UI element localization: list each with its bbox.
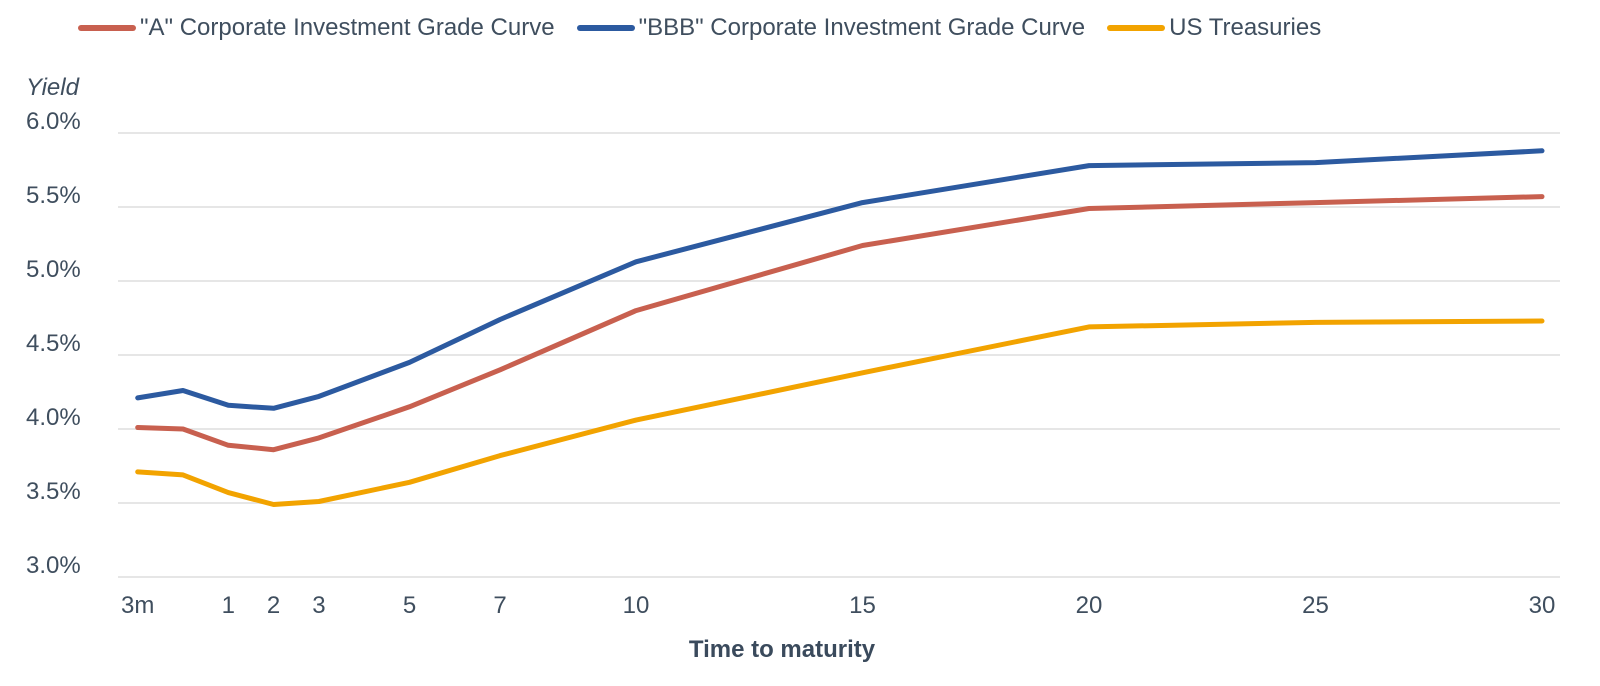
x-tick-label: 3 (312, 592, 325, 619)
legend-item-bbb-curve: "BBB" Corporate Investment Grade Curve (576, 14, 1086, 42)
legend-swatch-bbb (576, 25, 635, 31)
legend-label-a: "A" Corporate Investment Grade Curve (140, 14, 555, 41)
y-tick-label: 4.5% (26, 330, 81, 357)
x-tick-label: 25 (1302, 592, 1329, 619)
x-tick-label: 1 (222, 592, 235, 619)
x-axis-ticks: 3m 1 2 3 5 7 10 15 20 25 30 (121, 592, 1555, 619)
x-tick-label: 3m (121, 592, 154, 619)
x-tick-label: 5 (403, 592, 416, 619)
series-line-1 (135, 148, 1545, 411)
x-tick-label: 30 (1529, 592, 1556, 619)
y-tick-label: 3.5% (26, 478, 81, 505)
legend-item-a-curve: "A" Corporate Investment Grade Curve (78, 14, 555, 42)
y-axis-ticks: 3.0% 3.5% 4.0% 4.5% 5.0% 5.5% 6.0% (26, 108, 81, 579)
legend-swatch-a (78, 25, 136, 31)
x-tick-label: 15 (849, 592, 876, 619)
x-tick-label: 7 (493, 592, 506, 619)
series-lines (135, 148, 1545, 507)
legend: "A" Corporate Investment Grade Curve "BB… (78, 14, 1321, 42)
y-tick-label: 5.0% (26, 256, 81, 283)
x-tick-label: 20 (1076, 592, 1103, 619)
y-tick-label: 3.0% (26, 552, 81, 579)
y-tick-label: 6.0% (26, 108, 81, 135)
x-tick-label: 2 (267, 592, 280, 619)
y-tick-label: 5.5% (26, 182, 81, 209)
legend-label-bbb: "BBB" Corporate Investment Grade Curve (638, 14, 1086, 41)
y-tick-label: 4.0% (26, 404, 81, 431)
legend-label-treasuries: US Treasuries (1169, 14, 1322, 41)
series-line-0 (135, 194, 1545, 453)
x-tick-label: 10 (623, 592, 650, 619)
legend-item-treasuries: US Treasuries (1107, 14, 1321, 42)
y-axis-title: Yield (26, 74, 79, 101)
x-axis-title: Time to maturity (688, 636, 876, 663)
legend-swatch-treasuries (1107, 25, 1166, 31)
series-line-2 (135, 318, 1545, 507)
